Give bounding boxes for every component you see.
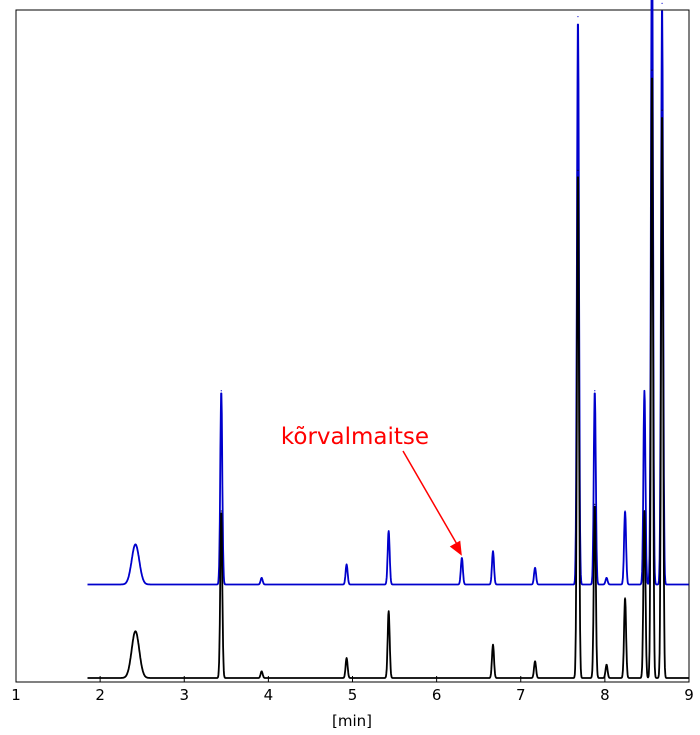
- peak-point: [661, 2, 663, 4]
- annotation-label: kõrvalmaitse: [281, 424, 429, 450]
- x-tick-label: 8: [600, 686, 610, 704]
- peak-point: [594, 390, 596, 392]
- peak-point: [134, 543, 137, 546]
- series-1: [86, 69, 690, 679]
- x-tick-label: 5: [348, 686, 358, 704]
- peak-point: [577, 16, 579, 18]
- x-tick-label: 6: [432, 686, 442, 704]
- peak-point: [643, 390, 646, 392]
- x-tick-label: 7: [516, 686, 526, 704]
- peak-point: [346, 563, 348, 566]
- peak-point: [661, 109, 663, 111]
- x-axis: 1 2 3 4 5 6 7 8 9: [11, 676, 694, 704]
- plot-frame: [15, 9, 690, 683]
- peak-point: [388, 530, 390, 532]
- peak-point: [388, 610, 390, 612]
- x-tick-label: 9: [684, 686, 694, 704]
- peak-point: [261, 670, 263, 672]
- peak-point: [534, 567, 536, 569]
- peak-point: [534, 660, 536, 662]
- series-0: [86, 0, 690, 586]
- peak-point: [577, 169, 579, 171]
- peak-point: [594, 503, 596, 505]
- peak-point: [220, 390, 222, 392]
- peak-point: [261, 577, 263, 579]
- peak-point: [346, 657, 348, 659]
- peak-point: [134, 630, 137, 632]
- x-tick-label: 4: [264, 686, 274, 704]
- peak-point: [492, 644, 494, 646]
- x-axis-title: [min]: [332, 712, 372, 730]
- x-tick-label: 2: [95, 686, 105, 704]
- series-line: [86, 77, 690, 679]
- peak-point: [624, 597, 626, 599]
- x-tick-label: 1: [11, 686, 21, 704]
- peak-point: [492, 550, 494, 552]
- annotation-arrow: [402, 450, 459, 547]
- peak-point: [643, 510, 646, 512]
- arrow-head: [449, 540, 462, 556]
- peak-point: [651, 69, 653, 71]
- peak-point: [605, 577, 608, 579]
- peak-point: [624, 510, 626, 512]
- series-layer: [86, 0, 690, 679]
- x-tick-label: 3: [179, 686, 189, 704]
- peak-point: [461, 557, 463, 559]
- peak-point: [605, 664, 608, 666]
- peak-point: [220, 510, 222, 512]
- annotation-layer: kõrvalmaitse: [281, 424, 462, 556]
- series-line: [86, 0, 690, 586]
